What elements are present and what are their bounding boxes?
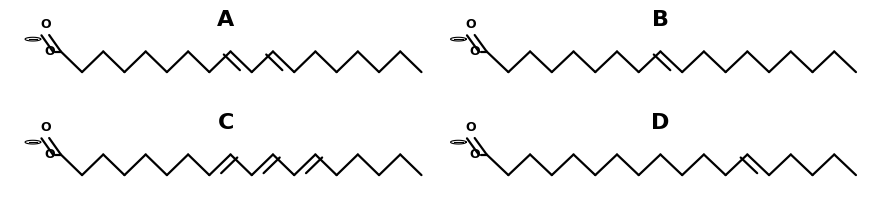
Text: O: O bbox=[44, 148, 55, 161]
Text: B: B bbox=[652, 10, 669, 30]
Text: A: A bbox=[217, 10, 235, 30]
Text: D: D bbox=[651, 113, 670, 133]
Text: O: O bbox=[466, 121, 476, 134]
Text: O: O bbox=[40, 18, 50, 31]
Text: O: O bbox=[469, 148, 481, 161]
Text: O: O bbox=[469, 45, 481, 58]
Text: C: C bbox=[218, 113, 234, 133]
Text: O: O bbox=[40, 121, 50, 134]
Text: O: O bbox=[466, 18, 476, 31]
Text: O: O bbox=[44, 45, 55, 58]
